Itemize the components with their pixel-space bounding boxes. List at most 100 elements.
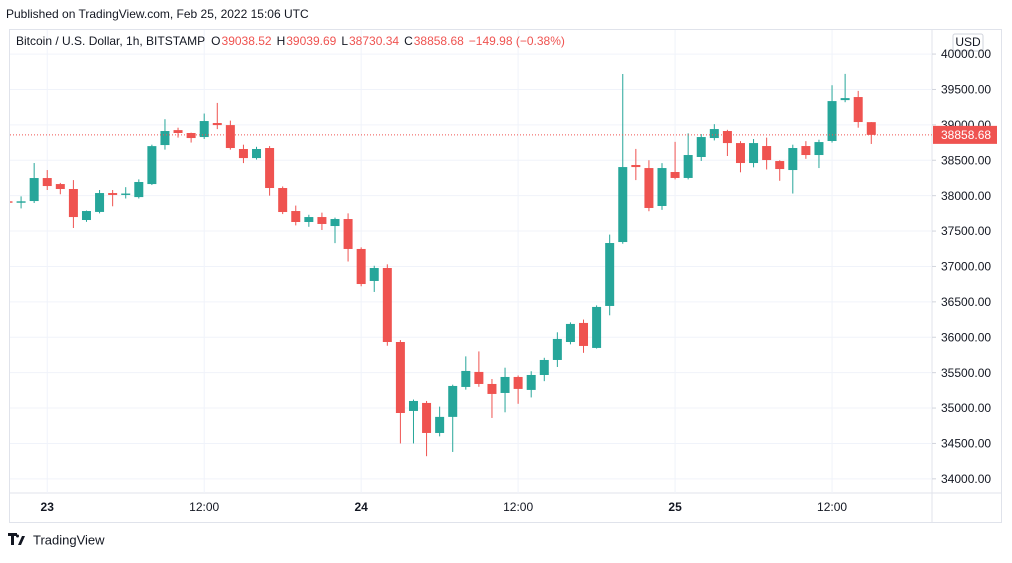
x-tick-label: 23 xyxy=(41,500,55,514)
y-tick-label: 34000.00 xyxy=(941,472,991,486)
symbol-title: Bitcoin / U.S. Dollar, 1h, BITSTAMP xyxy=(16,34,205,48)
x-tick-label: 25 xyxy=(668,500,682,514)
last-price-box xyxy=(933,125,997,144)
candle-body xyxy=(382,268,392,342)
y-tick-label: 39500.00 xyxy=(941,83,991,97)
candle-body xyxy=(317,217,327,224)
legend: Bitcoin / U.S. Dollar, 1h, BITSTAMP O 390… xyxy=(16,34,565,48)
candle-body xyxy=(579,322,589,346)
candle-body xyxy=(108,193,118,195)
candle-body xyxy=(252,149,262,159)
footer-brand[interactable]: TradingView xyxy=(33,532,105,547)
y-tick-label: 34500.00 xyxy=(941,437,991,451)
ohlc-key: C xyxy=(404,34,413,48)
candle-body xyxy=(722,131,732,144)
candle-body xyxy=(16,201,26,203)
y-tick-label: 37000.00 xyxy=(941,260,991,274)
candle-body xyxy=(749,143,759,164)
candle-body xyxy=(448,385,458,417)
candle-body xyxy=(644,168,654,208)
candle-body xyxy=(709,129,719,139)
last-price-label: 38858.68 xyxy=(941,128,991,142)
ohlc-value: 39038.52 xyxy=(222,34,272,48)
y-tick-label: 36500.00 xyxy=(941,295,991,309)
ohlc-value: 39039.69 xyxy=(286,34,336,48)
candle-body xyxy=(408,400,418,411)
candle-body xyxy=(513,376,523,389)
candle-body xyxy=(95,193,105,212)
candle-body xyxy=(369,268,379,281)
candle-body xyxy=(121,193,131,195)
y-tick-label: 37500.00 xyxy=(941,224,991,238)
candle-body xyxy=(827,101,837,142)
x-tick-label: 24 xyxy=(354,500,368,514)
candle-body xyxy=(866,122,876,135)
candle-body xyxy=(278,188,288,213)
y-tick-label: 36000.00 xyxy=(941,330,991,344)
candle-body xyxy=(657,168,667,206)
candles xyxy=(10,73,876,457)
candle-body xyxy=(55,184,65,190)
ohlc-value: 38730.34 xyxy=(349,34,399,48)
price-change: −149.98 (−0.38%) xyxy=(469,34,565,48)
ohlc-key: O xyxy=(211,34,220,48)
candle-body xyxy=(853,97,863,123)
candle-body xyxy=(134,181,144,198)
candle-body xyxy=(474,371,484,384)
candle-body xyxy=(461,370,471,387)
logo[interactable] xyxy=(8,533,25,545)
y-tick-label: 38000.00 xyxy=(941,189,991,203)
candle-body xyxy=(81,211,91,221)
candle-body xyxy=(526,374,536,390)
x-tick-label: 12:00 xyxy=(189,500,219,514)
candle-body xyxy=(330,219,340,227)
candle-body xyxy=(735,143,745,164)
x-tick-label: 12:00 xyxy=(817,500,847,514)
candle-body xyxy=(68,189,78,218)
candle-body xyxy=(160,131,170,146)
candle-body xyxy=(762,146,772,161)
candle-body xyxy=(186,133,196,139)
candle-body xyxy=(539,359,549,375)
candle-body xyxy=(422,402,432,433)
candle-body xyxy=(42,178,52,187)
candle-body xyxy=(238,149,248,159)
ohlc-key: H xyxy=(277,34,286,48)
candle-body xyxy=(552,338,562,360)
candle-body xyxy=(343,219,353,249)
candle-body xyxy=(696,137,706,158)
y-tick-label: 35000.00 xyxy=(941,401,991,415)
candle-body xyxy=(173,130,183,134)
candle-body xyxy=(356,248,366,285)
candle-body xyxy=(291,211,301,222)
candle-body xyxy=(565,323,575,342)
candle-body xyxy=(814,142,824,156)
y-tick-label: 35500.00 xyxy=(941,366,991,380)
candle-body xyxy=(10,201,13,203)
candle-body xyxy=(605,243,615,306)
chart-frame xyxy=(9,29,1002,523)
candle-body xyxy=(29,178,39,202)
candle-body xyxy=(212,123,222,126)
candle-body xyxy=(395,341,405,414)
y-tick-label: 38500.00 xyxy=(941,153,991,167)
ohlc-value: 38858.68 xyxy=(414,34,464,48)
published-note: Published on TradingView.com, Feb 25, 20… xyxy=(6,7,309,21)
candle-body xyxy=(147,146,157,185)
y-tick-label: 40000.00 xyxy=(941,47,991,61)
candle-body xyxy=(304,217,314,222)
candle-body xyxy=(788,148,798,171)
candle-body xyxy=(199,121,209,138)
currency-box[interactable] xyxy=(952,33,984,52)
candle-body xyxy=(592,306,602,348)
candle-body xyxy=(265,148,275,189)
candle-body xyxy=(225,125,235,149)
currency[interactable]: USD xyxy=(955,35,981,49)
candle-body xyxy=(618,167,628,243)
candle-body xyxy=(670,172,680,178)
candle-body xyxy=(487,383,497,394)
candle-body xyxy=(683,155,693,178)
